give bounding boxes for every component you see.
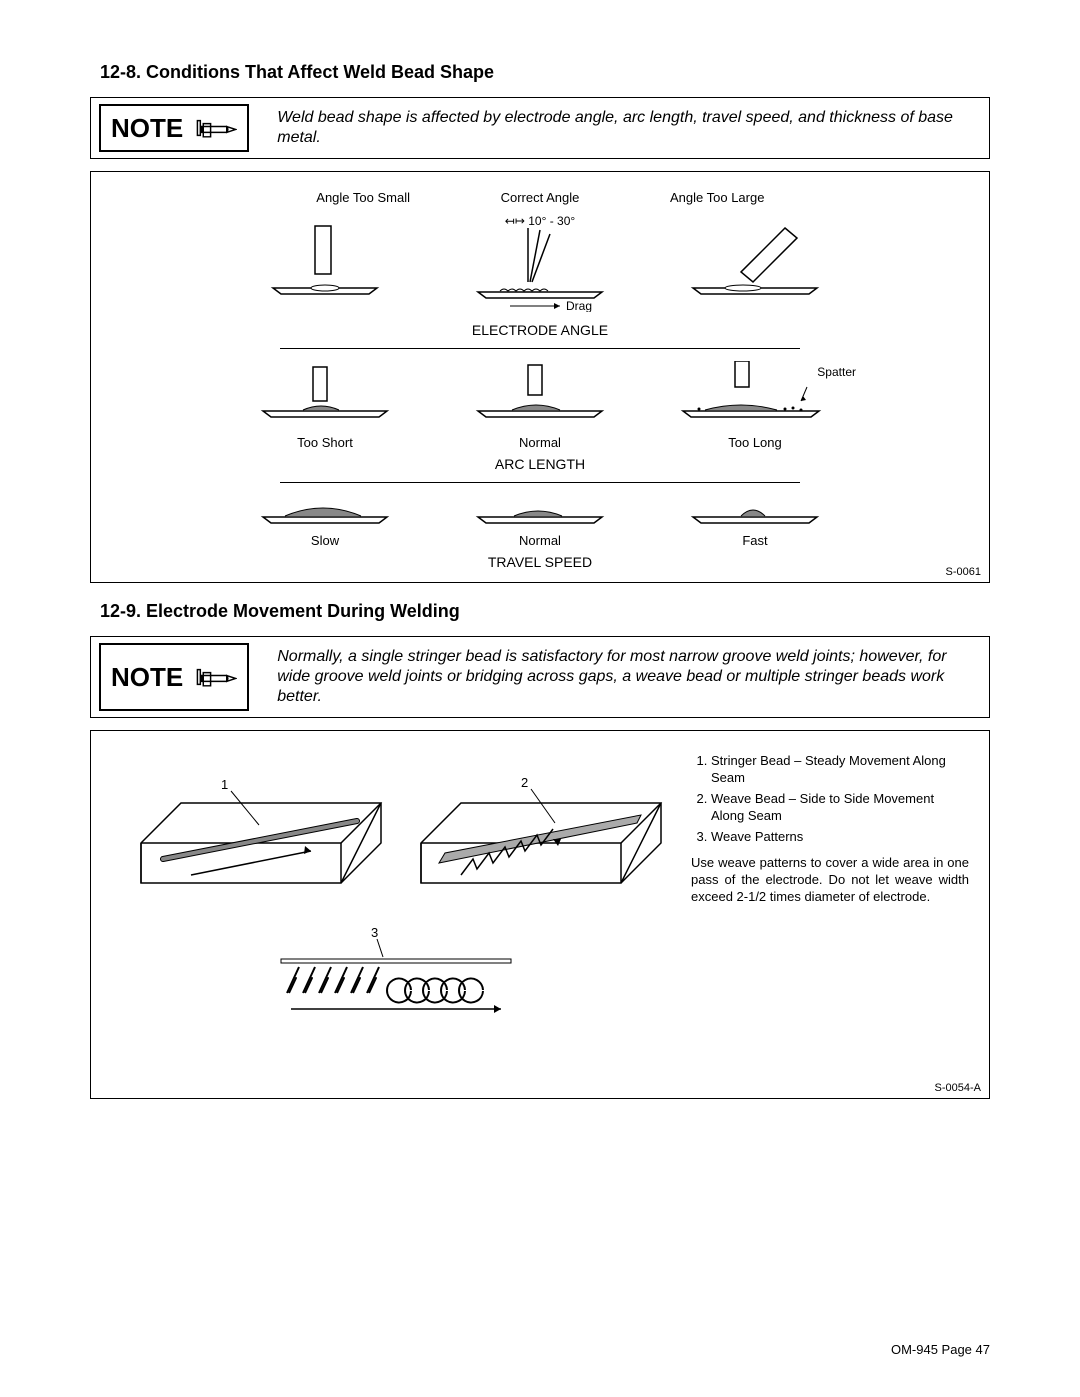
speed-fast-icon — [685, 495, 825, 529]
diagram-box-1: Angle Too Small Correct Angle Angle Too … — [90, 171, 990, 583]
movement-diagram-icon: 1 2 — [111, 753, 671, 1043]
label-drag: Drag — [566, 299, 592, 312]
label-speed-fast: Fast — [660, 533, 850, 548]
note-tag-1: NOTE — [99, 104, 249, 152]
note-word-1: NOTE — [111, 113, 183, 144]
speed-normal-icon — [470, 495, 610, 529]
svg-text:3: 3 — [371, 925, 378, 940]
arc-long-icon — [675, 361, 835, 431]
arc-short-icon — [255, 361, 395, 431]
section-heading-1: 12-8. Conditions That Affect Weld Bead S… — [100, 62, 990, 83]
note-text-1: Weld bead shape is affected by electrode… — [249, 98, 989, 158]
pointing-hand-icon — [193, 662, 237, 692]
axis-travel-speed: TRAVEL SPEED — [230, 554, 850, 570]
electrode-angle-small-icon — [265, 222, 385, 312]
note-word-2: NOTE — [111, 662, 183, 693]
label-angle-large: Angle Too Large — [670, 190, 850, 208]
figure-id-2: S-0054-A — [935, 1082, 981, 1094]
arc-normal-icon — [470, 361, 610, 431]
section-heading-2: 12-9. Electrode Movement During Welding — [100, 601, 990, 622]
note-tag-2: NOTE — [99, 643, 249, 711]
legend-item-1: Stringer Bead – Steady Movement Along Se… — [711, 753, 969, 787]
figure-id-1: S-0061 — [946, 566, 981, 578]
page-footer: OM-945 Page 47 — [891, 1342, 990, 1357]
label-correct-angle: Correct Angle — [445, 190, 635, 205]
pointing-hand-icon — [193, 113, 237, 143]
legend-item-2: Weave Bead – Side to Side Movement Along… — [711, 791, 969, 825]
electrode-angle-large-icon — [685, 222, 825, 312]
label-angle-small: Angle Too Small — [230, 190, 410, 208]
note-box-2: NOTE Normally, a single stringer bead is… — [90, 636, 990, 718]
movement-legend: Stringer Bead – Steady Movement Along Se… — [691, 753, 969, 1048]
label-arc-normal: Normal — [445, 435, 635, 450]
label-arc-short: Too Short — [230, 435, 420, 450]
electrode-angle-correct-icon: Drag — [470, 226, 610, 312]
label-speed-normal: Normal — [445, 533, 635, 548]
note-box-1: NOTE Weld bead shape is affected by elec… — [90, 97, 990, 159]
diagram-box-2: 1 2 — [90, 730, 990, 1099]
label-arc-long: Too Long — [660, 435, 850, 450]
axis-arc-length: ARC LENGTH — [230, 456, 850, 472]
legend-para: Use weave patterns to cover a wide area … — [691, 855, 969, 906]
label-angle-range: 10° - 30° — [528, 214, 575, 228]
legend-item-3: Weave Patterns — [711, 829, 969, 846]
note-text-2: Normally, a single stringer bead is sati… — [249, 637, 989, 717]
label-speed-slow: Slow — [230, 533, 420, 548]
speed-slow-icon — [255, 495, 395, 529]
svg-text:2: 2 — [521, 775, 528, 790]
svg-text:1: 1 — [221, 777, 228, 792]
label-spatter: Spatter — [817, 365, 856, 379]
angle-range-arrows: ↤↦ — [505, 214, 525, 228]
axis-electrode-angle: ELECTRODE ANGLE — [230, 322, 850, 338]
